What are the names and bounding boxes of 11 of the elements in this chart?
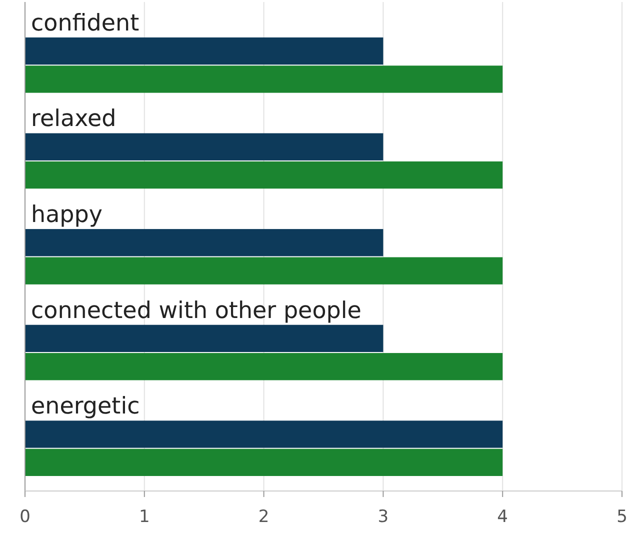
x-tick-label: 5 [616, 507, 628, 527]
x-tick-label: 2 [258, 507, 270, 527]
y-tick-label: relaxed [31, 106, 116, 132]
x-tick-label: 0 [20, 507, 30, 527]
x-tick-label: 4 [497, 507, 508, 527]
y-tick-label: happy [31, 202, 102, 228]
y-tick-label: confident [31, 10, 140, 36]
y-tick-label: energetic [31, 394, 140, 420]
x-tick-label: 3 [378, 507, 389, 527]
x-tick-label: 1 [138, 507, 150, 527]
y-tick-label: connected with other people [31, 298, 362, 324]
